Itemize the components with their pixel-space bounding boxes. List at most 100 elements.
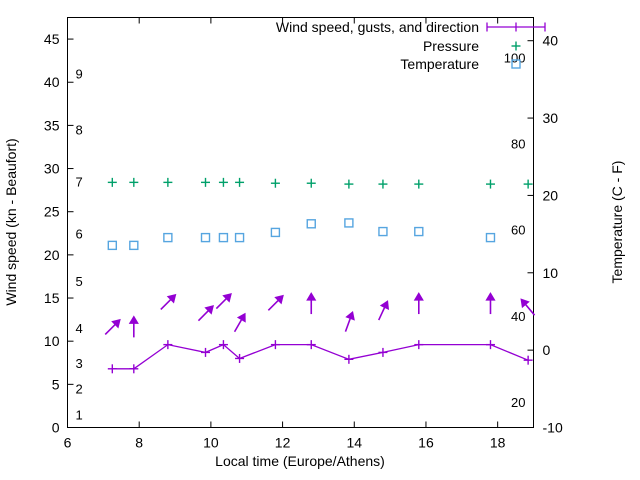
pressure-point [523, 179, 533, 189]
series-temperature [107, 218, 496, 251]
wind-speed-point [235, 353, 245, 363]
y-tick-label: 20 [44, 247, 60, 263]
x-tick-label: 14 [346, 435, 362, 451]
pressure-point [414, 179, 424, 189]
temperature-point [107, 240, 118, 251]
pressure-point [344, 179, 354, 189]
wind-direction-arrow [413, 292, 424, 315]
beaufort-label: 8 [76, 123, 83, 138]
y2-tick-label: 0 [543, 342, 551, 358]
wind-direction-arrow [344, 310, 355, 332]
x-tick-label: 12 [275, 435, 291, 451]
y-tick-label: 0 [52, 420, 60, 436]
legend-label: Pressure [423, 38, 479, 54]
x-tick-label: 10 [203, 435, 219, 451]
y-tick-label: 45 [44, 31, 60, 47]
wind-speed-point [129, 364, 139, 374]
beaufort-label: 6 [76, 226, 83, 241]
legend-label: Wind speed, gusts, and direction [276, 19, 479, 35]
temperature-point [218, 232, 229, 243]
wind-speed-point [485, 340, 495, 350]
pressure-point [163, 177, 173, 187]
wind-direction-arrow [377, 300, 390, 321]
temperature-point [163, 232, 173, 243]
wind-speed-point [523, 355, 533, 365]
wind-direction-arrow [520, 298, 536, 316]
fahrenheit-label: 100 [504, 51, 526, 66]
pressure-point [218, 177, 228, 187]
pressure-point [306, 178, 316, 188]
x-tick-label: 8 [135, 435, 143, 451]
series-wind-speed [107, 340, 533, 374]
beaufort-label: 2 [76, 382, 83, 397]
plot-frame [67, 17, 534, 428]
pressure-point [129, 177, 139, 187]
x-tick-label: 18 [490, 435, 506, 451]
legend-square-marker [511, 59, 521, 69]
fahrenheit-label: 80 [511, 137, 525, 152]
beaufort-label: 3 [76, 356, 83, 371]
temperature-point [234, 232, 245, 243]
wind-speed-point [378, 347, 388, 357]
beaufort-label: 9 [76, 67, 83, 82]
beaufort-scale-labels: 1 2 3 4 5 6 7 8 9 [76, 67, 83, 423]
fahrenheit-label: 20 [511, 395, 525, 410]
x-tick-label: 16 [418, 435, 434, 451]
beaufort-label: 1 [76, 408, 83, 423]
y-tick-label: 15 [44, 290, 60, 306]
y-tick-label: 40 [44, 74, 60, 90]
fahrenheit-label: 40 [511, 309, 525, 324]
temperature-point [414, 226, 424, 237]
y-axis-left-ticks: 0 5 10 15 20 25 30 35 40 45 [44, 31, 74, 436]
pressure-point [378, 179, 388, 189]
y-tick-label: 30 [44, 161, 60, 177]
wind-direction-arrow [104, 318, 121, 336]
temperature-point [306, 219, 316, 229]
wind-direction-arrow [267, 294, 284, 311]
y-tick-label: 25 [44, 204, 60, 220]
wind-direction-arrows [104, 292, 536, 338]
y2-tick-label: -10 [543, 420, 563, 436]
series-pressure [107, 177, 533, 189]
y2-tick-label: 40 [543, 33, 559, 49]
y-axis-right-ticks: -10 0 10 20 30 40 [527, 33, 563, 436]
temperature-point [344, 218, 354, 228]
y-axis-title: Wind speed (kn - Beaufort) [3, 138, 19, 305]
legend-label: Temperature [400, 56, 479, 72]
x-axis-ticks: 6 8 10 12 14 16 18 [64, 17, 506, 451]
x-tick-label: 6 [64, 435, 72, 451]
pressure-point [201, 177, 211, 187]
wind-speed-point [306, 340, 316, 350]
y2-axis-title: Temperature (C - F) [609, 161, 625, 284]
temperature-point [270, 227, 281, 238]
wind-speed-point [201, 347, 211, 357]
wind-speed-point [107, 364, 117, 374]
wind-direction-arrow [197, 305, 214, 322]
wind-direction-arrow [233, 312, 246, 333]
wind-speed-point [218, 340, 228, 350]
x-axis-title: Local time (Europe/Athens) [215, 453, 385, 469]
pressure-point [485, 179, 495, 189]
wind-direction-arrow [128, 315, 139, 338]
legend-plus-marker [511, 41, 521, 51]
fahrenheit-scale-labels: 20 40 60 80 100 [504, 51, 526, 410]
wind-direction-arrow [306, 292, 317, 315]
wind-speed-point [344, 354, 354, 364]
y2-tick-label: 20 [543, 187, 559, 203]
temperature-point [485, 232, 496, 243]
beaufort-label: 7 [76, 175, 83, 190]
y-tick-label: 5 [52, 376, 60, 392]
temperature-point [378, 226, 388, 237]
y2-tick-label: 10 [543, 265, 559, 281]
pressure-point [270, 178, 280, 188]
chart-legend: Wind speed, gusts, and direction Pressure… [276, 19, 546, 72]
wind-speed-point [270, 340, 280, 350]
temperature-point [200, 232, 211, 243]
y-tick-label: 35 [44, 117, 60, 133]
temperature-point [129, 240, 139, 251]
wind-speed-point [163, 340, 173, 350]
beaufort-label: 5 [76, 274, 83, 289]
pressure-point [235, 177, 245, 187]
